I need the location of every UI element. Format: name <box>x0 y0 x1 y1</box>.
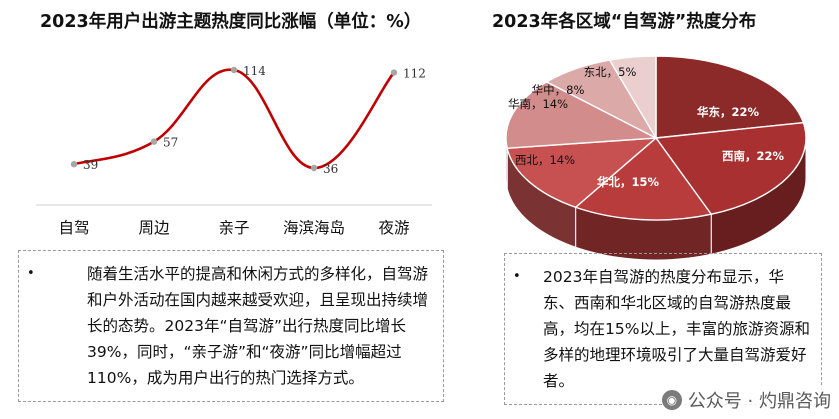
x-tick-label: 夜游 <box>378 219 409 237</box>
pie-label-华东: 华东，22% <box>697 105 760 119</box>
x-tick-label: 亲子 <box>218 219 249 237</box>
left-summary-text: 随着生活水平的提高和休闲方式的多样化，自驾游和户外活动在国内越来越受欢迎，且呈现… <box>87 265 429 387</box>
data-label: 112 <box>403 67 426 81</box>
pie-label-华北: 华北，15% <box>597 175 660 189</box>
watermark-text: 公众号 · 灼鼎咨询 <box>687 391 831 412</box>
right-summary-text: 2023年自驾游的热度分布显示，华东、西南和华北区域的自驾游热度最高，均在15%… <box>543 268 810 390</box>
data-label: 39 <box>83 158 98 172</box>
data-point <box>310 164 318 172</box>
bullet-icon: • <box>27 266 35 281</box>
wechat-icon: ◉ <box>661 390 682 410</box>
pie-slice-西南 <box>654 121 807 216</box>
pie-slice-西北 <box>506 137 659 209</box>
pie-label-华南: 华南，14% <box>508 97 568 111</box>
pie-slice-华东 <box>655 55 805 139</box>
bullet-icon: • <box>513 269 521 284</box>
pie-slice-东北 <box>608 55 657 141</box>
right-summary-box: • 2023年自驾游的热度分布显示，华东、西南和华北区域的自驾游热度最高，均在1… <box>504 253 822 405</box>
watermark: ◉ 公众号 · 灼鼎咨询 <box>661 387 831 413</box>
x-tick-label: 周边 <box>138 219 170 237</box>
line-chart-title: 2023年用户出游主题热度同比涨幅（单位：%） <box>40 12 422 32</box>
x-tick-label: 自驾 <box>58 219 89 237</box>
x-tick-label: 海滨海岛 <box>283 219 345 237</box>
data-label: 114 <box>243 64 266 78</box>
data-label: 36 <box>323 162 338 176</box>
data-label: 57 <box>163 136 178 150</box>
pie-label-东北: 东北，5% <box>584 65 637 79</box>
line-series-heat <box>73 68 396 170</box>
pie-slice-华南 <box>505 81 659 150</box>
left-summary-box: • 随着生活水平的提高和休闲方式的多样化，自驾游和户外活动在国内越来越受欢迎，且… <box>18 250 444 402</box>
data-point <box>70 161 78 168</box>
pie-label-西北: 西北，14% <box>515 153 575 167</box>
data-point <box>150 138 158 145</box>
pie-label-西南: 西南，22% <box>722 149 785 163</box>
data-point <box>230 66 238 74</box>
data-point <box>390 69 398 76</box>
pie-label-华中: 华中，8% <box>532 83 585 97</box>
pie-chart-title: 2023年各区域“自驾游”热度分布 <box>492 12 757 32</box>
pie-slice-华北 <box>574 136 713 221</box>
